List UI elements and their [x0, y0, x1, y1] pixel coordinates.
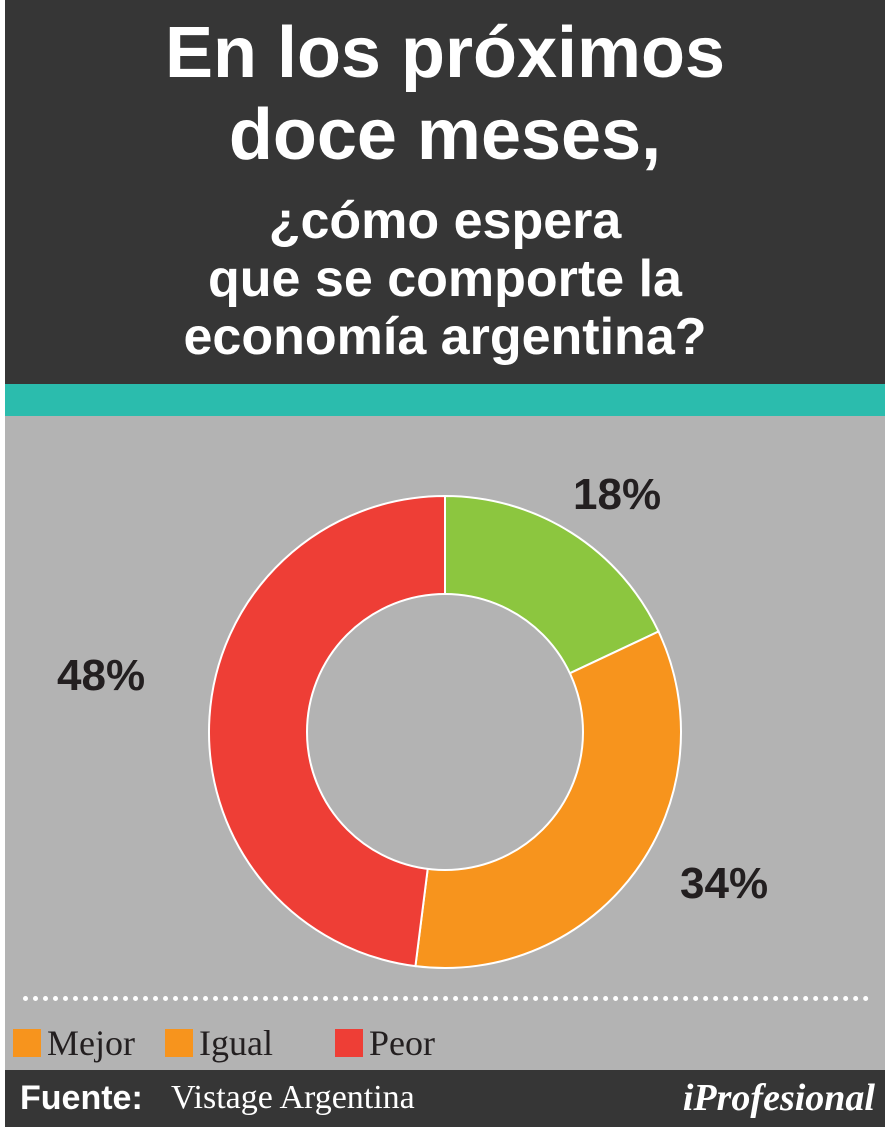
title-line-2: doce meses, — [228, 95, 662, 175]
source-value: Vistage Argentina — [171, 1079, 415, 1116]
accent-bar — [5, 384, 885, 416]
legend-label-peor: Peor — [369, 1023, 435, 1063]
donut-chart: 18% 34% 48% — [57, 470, 768, 969]
data-label-mejor: 18% — [573, 470, 661, 519]
chart-panel: 18% 34% 48% Mejor Igual Peor — [5, 416, 885, 1070]
title-line-4: que se comporte la — [208, 250, 682, 308]
infographic: En los próximos doce meses, ¿cómo espera… — [5, 0, 885, 1133]
legend-swatch-peor — [335, 1029, 363, 1057]
legend-swatch-igual — [165, 1029, 193, 1057]
legend-item-peor: Peor — [335, 1020, 435, 1066]
footer: Fuente: Vistage Argentina iProfesional — [5, 1070, 885, 1127]
legend-label-mejor: Mejor — [47, 1023, 135, 1063]
data-label-peor: 48% — [57, 651, 145, 700]
legend-swatch-mejor — [13, 1029, 41, 1057]
data-label-igual: 34% — [680, 859, 768, 908]
header: En los próximos doce meses, ¿cómo espera… — [5, 0, 885, 384]
legend-item-igual: Igual — [165, 1020, 273, 1066]
title-line-1: En los próximos — [164, 13, 726, 93]
legend-item-mejor: Mejor — [13, 1020, 135, 1066]
legend: Mejor Igual Peor — [5, 1020, 885, 1066]
brand-logo: iProfesional — [682, 1077, 875, 1119]
source-label: Fuente: — [20, 1079, 143, 1117]
dotted-divider — [23, 996, 869, 1001]
title-line-5: economía argentina? — [183, 308, 707, 366]
donut-hole — [306, 593, 584, 871]
title-line-3: ¿cómo espera — [268, 192, 622, 250]
legend-label-igual: Igual — [199, 1023, 273, 1063]
